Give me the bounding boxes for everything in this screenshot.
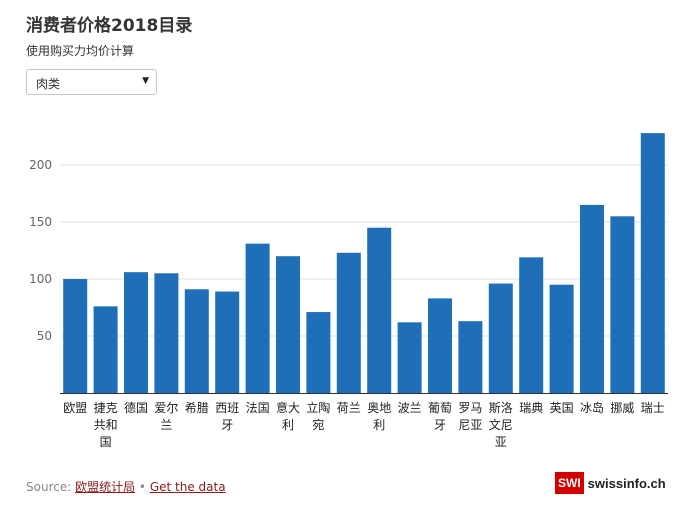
x-tick-label: 捷克共和国 bbox=[94, 401, 118, 449]
x-tick-label: 英国 bbox=[550, 401, 574, 415]
x-tick-label: 瑞典 bbox=[519, 401, 543, 415]
y-axis-ticks: 50 100 150 200 bbox=[29, 158, 52, 343]
get-data-link[interactable]: Get the data bbox=[149, 480, 226, 494]
bar bbox=[610, 216, 635, 393]
swi-badge: SWI bbox=[555, 472, 584, 494]
x-tick-label: 欧盟 bbox=[63, 401, 87, 415]
bar bbox=[367, 227, 392, 393]
y-tick-label: 200 bbox=[29, 158, 52, 172]
bar bbox=[93, 306, 118, 393]
bar bbox=[549, 284, 574, 393]
bar bbox=[640, 133, 665, 393]
x-tick-label: 波兰 bbox=[398, 401, 422, 415]
chart-title: 消费者价格2018目录 bbox=[26, 16, 193, 36]
bar bbox=[245, 243, 270, 393]
x-tick-label: 斯洛文尼亚 bbox=[489, 400, 513, 449]
x-tick-label: 奥地利 bbox=[367, 401, 391, 432]
y-tick-label: 50 bbox=[37, 329, 52, 343]
bar bbox=[154, 273, 179, 393]
x-tick-label: 意大利 bbox=[276, 400, 300, 432]
bar bbox=[428, 298, 452, 393]
category-dropdown-value: 肉类 bbox=[36, 77, 61, 91]
bar bbox=[580, 204, 604, 393]
swissinfo-logo[interactable]: SWI swissinfo.ch bbox=[555, 472, 666, 494]
x-tick-label: 德国 bbox=[124, 400, 148, 415]
bar bbox=[63, 279, 88, 393]
bar bbox=[276, 256, 300, 393]
x-tick-label: 葡萄牙 bbox=[428, 401, 452, 432]
x-tick-label: 瑞士 bbox=[641, 401, 665, 415]
x-tick-label: 西班牙 bbox=[215, 401, 239, 432]
category-dropdown[interactable]: 肉类 ▼ bbox=[26, 69, 157, 95]
bar bbox=[336, 252, 361, 393]
bars bbox=[63, 133, 665, 393]
bar bbox=[397, 322, 422, 393]
x-tick-label: 立陶宛 bbox=[306, 400, 330, 432]
chart-subtitle: 使用购买力均价计算 bbox=[26, 44, 135, 58]
chevron-down-icon: ▼ bbox=[142, 76, 149, 86]
bar bbox=[519, 257, 544, 393]
bar bbox=[124, 272, 148, 393]
source-prefix: Source: bbox=[26, 480, 76, 494]
logo-site-name: swissinfo.ch bbox=[587, 475, 666, 491]
footer-separator: • bbox=[135, 480, 150, 494]
x-tick-label: 爱尔兰 bbox=[154, 400, 178, 432]
grid-lines bbox=[60, 164, 668, 337]
x-tick-label: 挪威 bbox=[610, 401, 634, 415]
bar-chart: 50 100 150 200 欧盟 捷克共和国德国 爱尔兰希腊 西班牙法国 意大利立陶宛荷兰奥… bbox=[29, 133, 668, 449]
x-tick-label: 法国 bbox=[246, 401, 270, 415]
bar bbox=[215, 291, 240, 393]
bar bbox=[488, 283, 513, 393]
x-tick-label: 冰岛 bbox=[580, 400, 604, 415]
x-tick-label: 荷兰 bbox=[337, 401, 361, 415]
bar bbox=[306, 312, 331, 393]
bar bbox=[458, 321, 483, 393]
y-tick-label: 100 bbox=[29, 272, 52, 286]
footer: Source: 欧盟统计局 • Get the data bbox=[26, 478, 226, 495]
bar bbox=[184, 289, 209, 393]
x-tick-label: 罗马尼亚 bbox=[458, 401, 482, 432]
source-link[interactable]: 欧盟统计局 bbox=[75, 480, 136, 494]
x-tick-label: 希腊 bbox=[185, 400, 209, 415]
y-tick-label: 150 bbox=[29, 215, 52, 229]
